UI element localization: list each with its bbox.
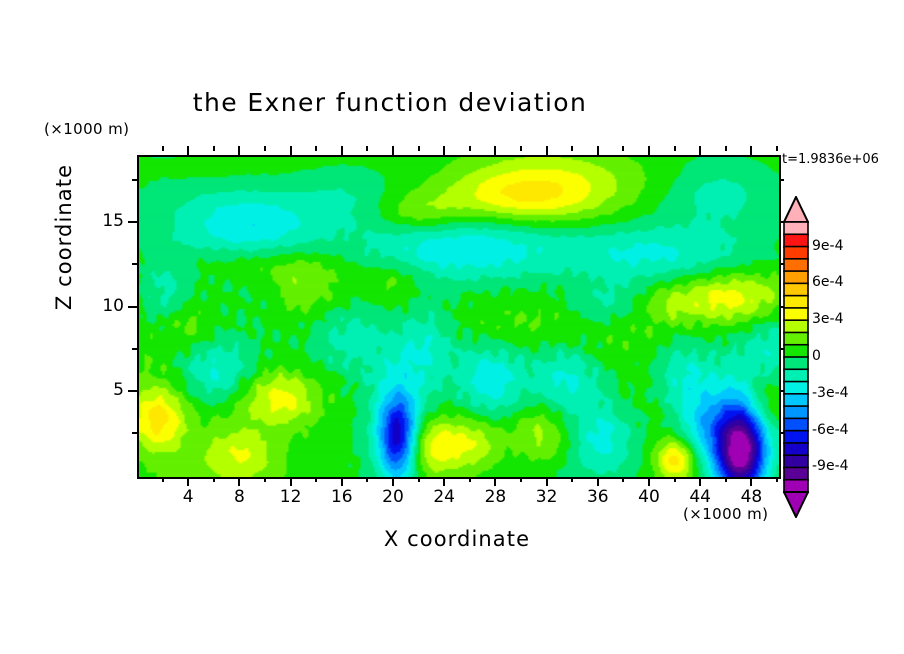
x-tick-label: 44 [689,487,711,507]
x-tick [417,146,420,151]
colorbar-tick-label: 0 [812,348,821,364]
y-tick-label: 10 [102,295,124,316]
x-tick [673,477,676,482]
colorbar-tick-label: -9e-4 [812,458,849,475]
colorbar [783,196,809,518]
x-tick [238,146,241,155]
x-tick-label: 20 [382,487,404,507]
x-tick [571,146,574,151]
x-tick [392,146,394,155]
contour-field [139,157,779,477]
x-tick [699,146,702,155]
y-tick [132,431,137,434]
timestamp-annotation: t=1.9836e+06 [782,152,879,167]
x-tick-label: 28 [484,487,507,507]
chart-title: the Exner function deviation [192,88,588,117]
x-tick [264,146,266,151]
x-tick [289,477,292,486]
x-tick [443,477,446,486]
x-tick [417,477,420,482]
x-tick [494,477,497,486]
x-tick [776,477,778,482]
x-tick [212,146,215,151]
x-tick-label: 12 [279,487,302,507]
colorbar-tick-label: 3e-4 [812,311,844,328]
x-tick [622,146,625,151]
x-tick [776,146,778,151]
y-tick [779,431,784,434]
y-tick [132,347,137,350]
contour-plot-area [137,155,781,479]
x-tick [596,146,599,155]
x-tick [161,477,164,482]
colorbar-tick-label: -3e-4 [812,384,849,401]
x-tick [315,146,318,151]
x-tick [571,477,574,482]
colorbar-tick-label: 6e-4 [812,274,844,291]
x-tick [187,146,190,155]
y-tick [779,347,784,350]
x-tick [238,477,241,486]
x-tick [366,477,369,482]
x-tick [494,146,497,155]
x-tick [750,477,753,486]
y-tick-label: 15 [102,211,124,232]
x-tick-label: 32 [535,487,558,507]
x-tick [545,477,548,486]
y-tick [128,305,137,308]
x-tick [468,477,471,482]
x-tick [596,477,599,486]
x-axis-title: X coordinate [383,527,531,551]
x-tick-label: 48 [740,487,763,507]
x-tick [648,477,650,486]
x-tick-label: 40 [638,487,660,507]
x-tick [340,477,343,486]
y-tick-label: 5 [113,379,124,400]
y-tick [128,221,137,224]
x-tick [724,477,727,482]
x-tick [366,146,369,151]
x-tick [289,146,292,155]
x-tick-label: 8 [233,487,245,507]
x-tick [699,477,702,486]
x-tick [622,477,625,482]
x-tick [443,146,446,155]
colorbar-tick-label: -6e-4 [812,421,849,438]
x-tick [520,477,522,482]
x-tick [212,477,215,482]
x-tick-label: 24 [433,487,455,507]
x-tick-label: 4 [182,487,194,507]
y-tick [128,389,137,392]
x-tick [315,477,318,482]
x-tick [468,146,471,151]
x-tick [392,477,394,486]
y-axis-unit-label: (×1000 m) [44,120,130,138]
x-tick [750,146,753,155]
x-tick [520,146,522,151]
x-tick [264,477,266,482]
colorbar-swatches [783,196,809,518]
y-tick [132,179,137,182]
x-tick [340,146,343,155]
colorbar-tick-label: 9e-4 [812,237,844,254]
x-axis-unit-label: (×1000 m) [683,505,769,523]
y-tick [132,263,137,266]
x-tick-label: 16 [330,487,353,507]
y-tick [779,263,784,266]
x-tick [724,146,727,151]
x-tick [161,146,164,151]
y-axis-title: Z coordinate [52,163,76,311]
x-tick-label: 36 [586,487,609,507]
x-tick [673,146,676,151]
x-tick [187,477,190,486]
x-tick [648,146,650,155]
x-tick [545,146,548,155]
y-tick [779,179,784,182]
